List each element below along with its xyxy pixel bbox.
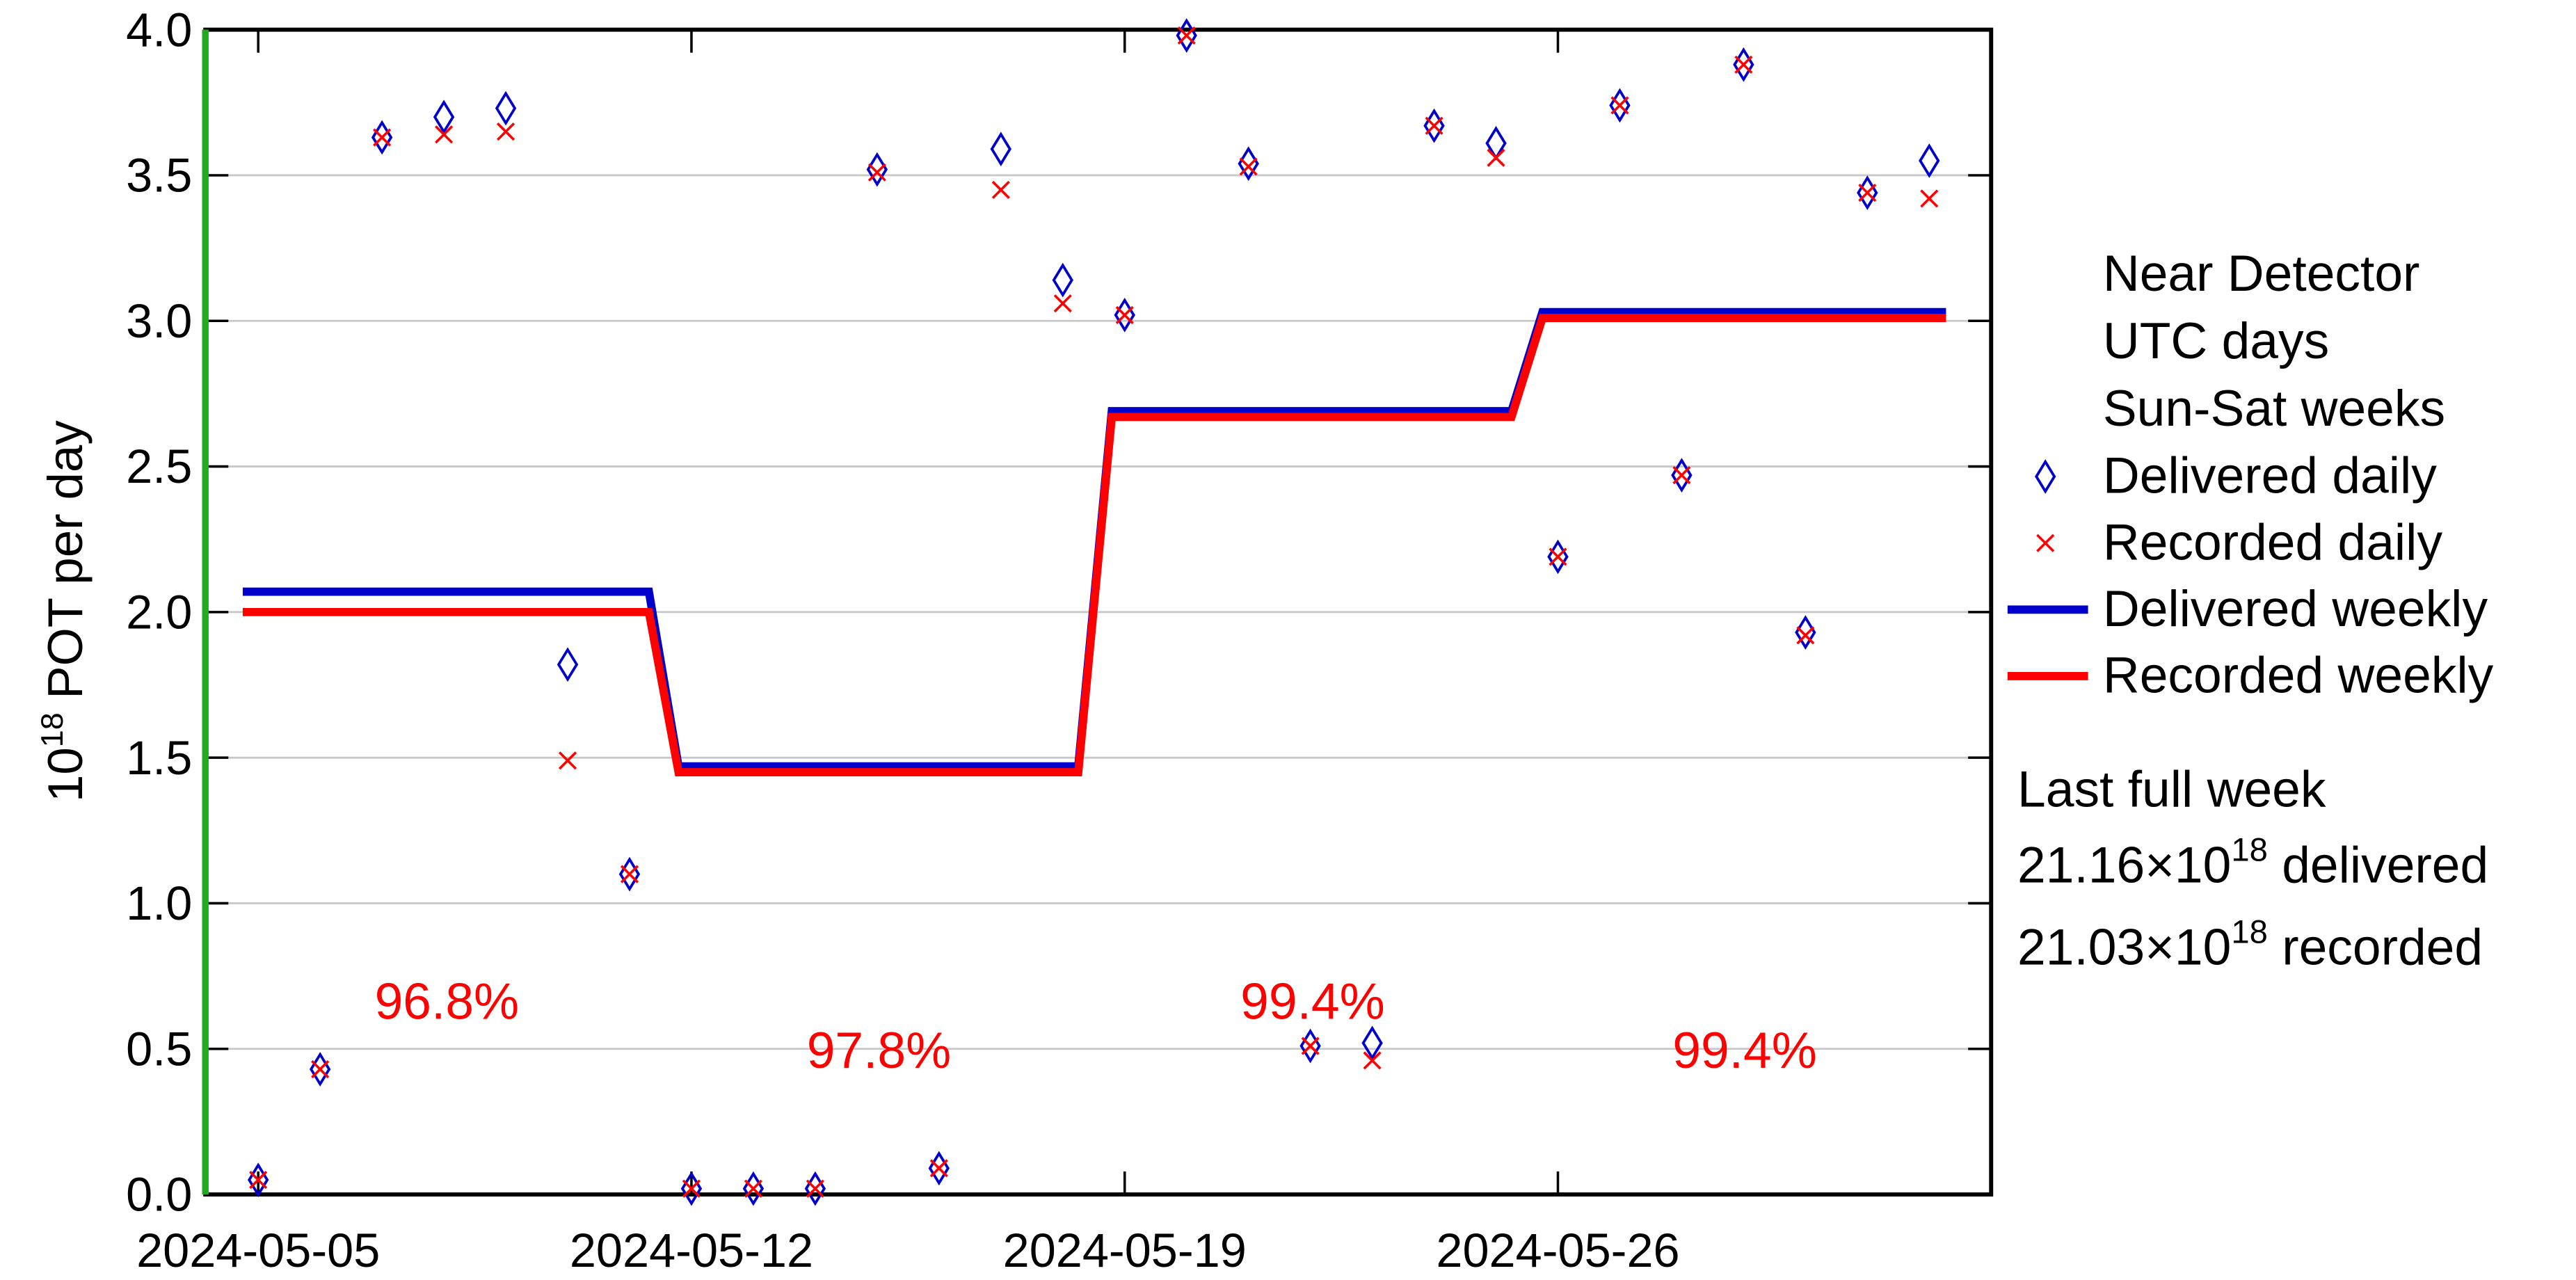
x-tick-label: 2024-05-19 <box>1003 1224 1247 1277</box>
legend-header: Sun-Sat weeks <box>2103 380 2445 437</box>
summary-sup: 18 <box>2231 832 2268 869</box>
legend-label: Delivered daily <box>2103 447 2437 504</box>
y-tick-label: 2.0 <box>126 585 192 639</box>
delivered-point <box>495 90 517 126</box>
recorded-point <box>1549 547 1567 566</box>
x-tick-label: 2024-05-05 <box>136 1224 380 1277</box>
recorded-point <box>311 1059 330 1079</box>
recorded-point <box>620 865 639 883</box>
recorded-point <box>682 1179 701 1198</box>
recorded-point <box>1487 148 1505 167</box>
recorded-point <box>867 163 886 182</box>
efficiency-annotation: 96.8% <box>375 973 520 1030</box>
legend-header: UTC days <box>2103 312 2329 369</box>
efficiency-annotation: 97.8% <box>807 1022 952 1079</box>
recorded-point <box>744 1179 762 1198</box>
summary-suffix: recorded <box>2268 918 2483 975</box>
recorded-point <box>1301 1037 1320 1055</box>
recorded-point <box>1796 626 1815 645</box>
legend-header: Near Detector <box>2103 245 2420 302</box>
recorded-point <box>1239 157 1258 176</box>
summary-prefix: 21.03×10 <box>2017 918 2231 975</box>
y-tick-label: 3.0 <box>126 294 192 348</box>
delivered-point <box>1238 146 1259 182</box>
legend-label: Delivered weekly <box>2103 580 2488 637</box>
summary-line: 21.16×1018 delivered <box>2017 832 2488 894</box>
recorded-point <box>929 1159 948 1178</box>
y-label-rest: POT per day <box>38 420 93 713</box>
recorded-point <box>1610 96 1629 115</box>
weekly-line <box>242 314 1946 776</box>
legend-label: Recorded daily <box>2103 513 2443 570</box>
recorded-point <box>806 1179 824 1198</box>
delivered-point <box>557 647 579 682</box>
delivered-point <box>1795 615 1816 650</box>
recorded-point <box>249 1171 268 1190</box>
y-tick-label: 0.0 <box>126 1168 192 1222</box>
delivered-point <box>990 131 1012 167</box>
recorded-point <box>1734 55 1753 74</box>
y-label-sup: 18 <box>34 712 70 747</box>
recorded-point <box>1363 1051 1382 1070</box>
y-tick-label: 1.0 <box>126 877 192 930</box>
y-tick-label: 0.5 <box>126 1022 192 1075</box>
x-tick-label: 2024-05-12 <box>570 1224 813 1277</box>
recorded-point <box>497 122 515 141</box>
recorded-point <box>1115 305 1134 324</box>
delivered-point <box>1052 262 1073 298</box>
recorded-point <box>373 128 392 147</box>
legend-swatch <box>2034 459 2056 494</box>
y-tick-label: 4.0 <box>126 3 192 56</box>
recorded-point <box>1177 26 1196 45</box>
recorded-point <box>1053 294 1072 313</box>
recorded-point <box>1672 466 1691 485</box>
recorded-point <box>435 125 454 144</box>
delivered-point <box>866 152 888 187</box>
recorded-point <box>991 180 1010 199</box>
legend-label: Recorded weekly <box>2103 647 2494 704</box>
recorded-point <box>1425 116 1443 135</box>
y-tick-label: 1.5 <box>126 731 192 785</box>
y-axis-label: 1018 POT per day <box>34 420 93 802</box>
legend-swatch <box>2036 534 2055 552</box>
y-tick-label: 2.5 <box>126 440 192 493</box>
y-tick-label: 3.5 <box>126 149 192 202</box>
delivered-point <box>1361 1025 1383 1061</box>
y-label-base: 10 <box>38 747 93 802</box>
delivered-point <box>1919 143 1940 178</box>
summary-prefix: 21.16×10 <box>2017 836 2231 893</box>
summary-line: 21.03×1018 recorded <box>2017 914 2483 976</box>
recorded-point <box>558 751 577 770</box>
recorded-point <box>1858 184 1877 202</box>
summary-title: Last full week <box>2017 761 2326 818</box>
summary-suffix: delivered <box>2268 836 2488 893</box>
efficiency-annotation: 99.4% <box>1240 973 1385 1030</box>
summary-sup: 18 <box>2231 914 2268 951</box>
efficiency-annotation: 99.4% <box>1672 1022 1817 1079</box>
delivered-point <box>433 99 455 135</box>
recorded-point <box>1920 189 1939 208</box>
x-tick-label: 2024-05-26 <box>1436 1224 1679 1277</box>
